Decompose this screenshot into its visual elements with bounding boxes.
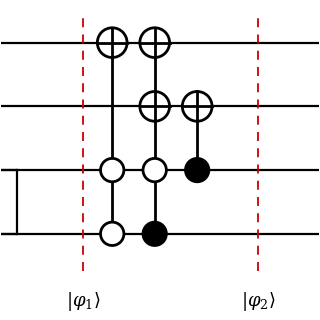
Text: $|\varphi_2\rangle$: $|\varphi_2\rangle$ xyxy=(241,290,276,313)
Circle shape xyxy=(100,222,124,245)
Circle shape xyxy=(182,92,212,121)
Circle shape xyxy=(140,92,170,121)
Circle shape xyxy=(97,28,127,58)
Circle shape xyxy=(143,222,166,245)
Circle shape xyxy=(140,28,170,58)
Text: $|\varphi_1\rangle$: $|\varphi_1\rangle$ xyxy=(66,290,100,313)
Circle shape xyxy=(100,158,124,182)
Circle shape xyxy=(143,158,166,182)
Circle shape xyxy=(186,158,209,182)
